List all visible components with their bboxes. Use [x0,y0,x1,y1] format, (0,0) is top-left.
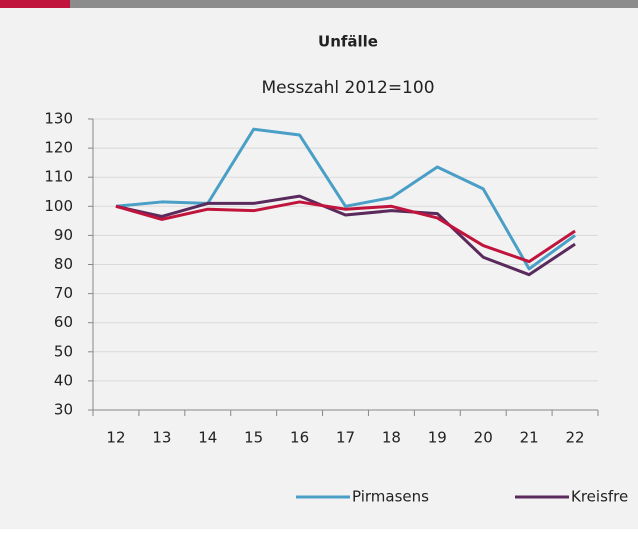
x-tick-label: 17 [336,429,355,447]
y-tick-label: 130 [44,110,73,128]
y-tick-label: 80 [54,255,73,273]
x-tick-label: 13 [152,429,171,447]
y-tick-label: 100 [44,197,73,215]
chart-title: Unfälle [318,33,378,51]
x-tick-label: 18 [382,429,401,447]
legend-label: Kreisfre [571,488,628,506]
x-tick-label: 16 [290,429,309,447]
x-tick-label: 14 [198,429,217,447]
y-tick-label: 90 [54,226,73,244]
accent-bar [0,0,70,8]
chart-subtitle: Messzahl 2012=100 [261,78,434,98]
x-tick-label: 22 [565,429,584,447]
y-tick-label: 40 [54,371,73,389]
y-tick-label: 110 [44,168,73,186]
y-tick-label: 30 [54,401,73,419]
y-tick-label: 50 [54,342,73,360]
y-tick-label: 60 [54,313,73,331]
x-tick-label: 21 [520,429,539,447]
x-tick-label: 12 [106,429,125,447]
series-line [115,194,576,277]
y-tick-label: 120 [44,139,73,157]
series-line [115,200,576,264]
legend-label: Pirmasens [352,488,429,506]
x-tick-label: 15 [244,429,263,447]
x-tick-label: 20 [474,429,493,447]
y-tick-label: 70 [54,284,73,302]
header-bar [70,0,638,8]
series-line [115,127,576,271]
x-tick-label: 19 [428,429,447,447]
